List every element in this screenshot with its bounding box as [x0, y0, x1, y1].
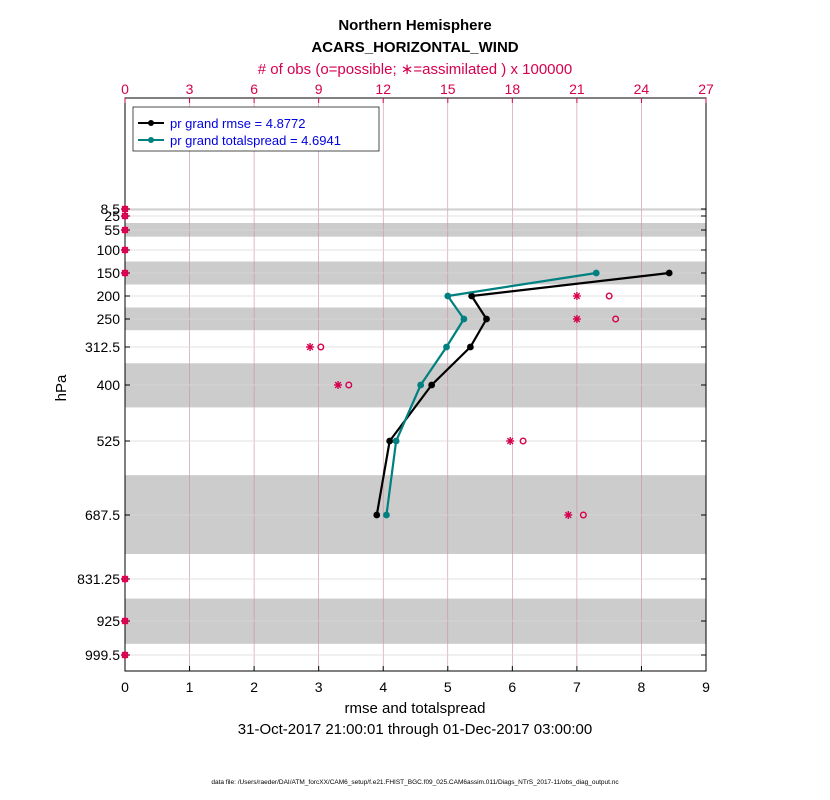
y-tick-label: 312.5 — [85, 339, 120, 355]
obs-possible-marker — [317, 343, 325, 351]
legend-rmse-marker — [148, 120, 154, 126]
x-axis-label: rmse and totalspread — [345, 700, 486, 717]
y-tick-label: 150 — [97, 265, 121, 281]
y-tick-label: 400 — [97, 377, 121, 393]
series-point-rmse — [466, 343, 474, 351]
shaded-band — [125, 475, 706, 554]
obs-assimilated-marker — [121, 269, 129, 277]
top-tick-label: 21 — [569, 81, 585, 97]
y-tick-label: 250 — [97, 311, 121, 327]
x-tick-label: 7 — [573, 679, 581, 695]
obs-assimilated-marker — [121, 205, 129, 213]
series-point-totalspread — [444, 292, 452, 300]
x-tick-label: 6 — [508, 679, 516, 695]
obs-possible-marker — [519, 437, 527, 445]
obs-assimilated-marker — [121, 212, 129, 220]
legend-box — [132, 106, 380, 152]
obs-possible-marker — [579, 511, 587, 519]
legend-spread-marker — [148, 137, 154, 143]
series-point-rmse — [428, 381, 436, 389]
series-point-rmse — [386, 437, 394, 445]
y-tick-label: 687.5 — [85, 507, 120, 523]
grid-lines — [124, 98, 707, 671]
top-tick-label: 18 — [505, 81, 521, 97]
top-tick-label: 27 — [698, 81, 714, 97]
y-tick-label: 999.5 — [85, 647, 120, 663]
y-tick-label: 831.25 — [77, 571, 120, 587]
obs-assimilated-marker — [121, 651, 129, 659]
chart-title-line1: Northern Hemisphere — [338, 17, 491, 34]
top-tick-label: 6 — [250, 81, 258, 97]
series-point-totalspread — [417, 381, 425, 389]
top-tick-label: 3 — [186, 81, 194, 97]
obs-possible-marker — [612, 315, 620, 323]
top-axis-label: # of obs (o=possible; ∗=assimilated ) x … — [258, 61, 572, 78]
x-tick-label: 2 — [250, 679, 258, 695]
top-tick-label: 9 — [315, 81, 323, 97]
series-point-rmse — [665, 269, 673, 277]
series-point-totalspread — [592, 269, 600, 277]
y-tick-label: 55 — [104, 222, 120, 238]
legend-rmse-label: pr grand rmse = 4.8772 — [170, 116, 306, 131]
shaded-band — [125, 208, 706, 211]
top-tick-label: 15 — [440, 81, 456, 97]
x-tick-label: 8 — [638, 679, 646, 695]
series-point-rmse — [483, 315, 490, 323]
series-point-totalspread — [383, 511, 390, 519]
obs-assimilated-marker — [121, 617, 129, 625]
x-tick-label: 4 — [379, 679, 387, 695]
y-tick-label: 8.5 — [101, 201, 121, 217]
top-tick-label: 0 — [121, 81, 129, 97]
obs-assimilated-marker — [334, 381, 343, 389]
top-tick-label: 12 — [375, 81, 391, 97]
y-axis-label: hPa — [53, 374, 70, 401]
series-point-rmse — [373, 511, 381, 519]
legend: pr grand rmse = 4.8772 pr grand totalspr… — [132, 106, 380, 152]
x-tick-label: 0 — [121, 679, 129, 695]
y-tick-label: 100 — [97, 242, 121, 258]
chart-title-line2: ACARS_HORIZONTAL_WIND — [311, 39, 518, 56]
obs-assimilated-marker — [572, 315, 581, 323]
series-point-totalspread — [460, 315, 468, 323]
y-tick-label: 25 — [104, 208, 120, 224]
obs-assimilated-marker — [121, 575, 129, 583]
shaded-bands — [125, 208, 706, 644]
obs-assimilated-marker — [506, 437, 515, 445]
y-tick-label: 925 — [97, 613, 121, 629]
top-tick-label: 24 — [634, 81, 650, 97]
series-lines — [373, 269, 673, 519]
obs-assimilated-marker — [306, 343, 315, 351]
obs-possible-marker — [345, 381, 353, 389]
series-point-rmse — [468, 292, 476, 300]
top-axis-ticks: 0 3 6 9 12 15 18 21 24 27 — [121, 81, 714, 103]
obs-possible-marker — [605, 292, 613, 300]
x-tick-label: 9 — [702, 679, 710, 695]
y-tick-label: 200 — [97, 288, 121, 304]
series-point-totalspread — [443, 343, 450, 351]
series-point-totalspread — [392, 437, 400, 445]
x-tick-label: 5 — [444, 679, 452, 695]
obs-assimilated-marker — [121, 246, 129, 254]
x-tick-label: 3 — [315, 679, 323, 695]
date-range: 31-Oct-2017 21:00:01 through 01-Dec-2017… — [238, 721, 592, 738]
y-tick-label: 525 — [97, 433, 121, 449]
obs-assimilated-marker — [572, 292, 581, 300]
obs-assimilated-marker — [564, 511, 573, 519]
obs-count-markers — [121, 205, 620, 659]
legend-spread-label: pr grand totalspread = 4.6941 — [170, 133, 341, 148]
x-tick-label: 1 — [186, 679, 194, 695]
data-file-footnote: data file: /Users/raeder/DAI/ATM_forcXX/… — [211, 779, 619, 786]
obs-assimilated-marker — [121, 226, 129, 234]
x-axis-ticks: 0 1 2 3 4 5 6 7 8 9 — [121, 666, 710, 695]
